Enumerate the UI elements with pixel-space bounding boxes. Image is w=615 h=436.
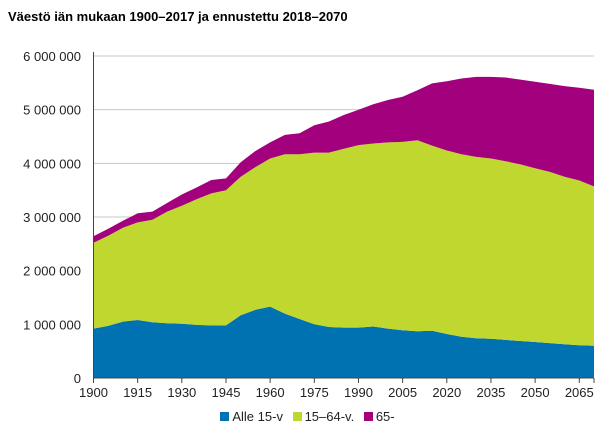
y-tick-label: 5 000 000 (23, 103, 81, 118)
x-tick-label: 1930 (167, 385, 196, 400)
x-tick-label: 2065 (565, 385, 594, 400)
legend-label: Alle 15-v (232, 409, 283, 424)
x-tick-label: 1975 (300, 385, 329, 400)
x-tick-label: 1915 (123, 385, 152, 400)
legend-swatch (220, 412, 230, 421)
chart-title: Väestö iän mukaan 1900–2017 ja ennustett… (8, 9, 348, 24)
x-tick-label: 2050 (521, 385, 550, 400)
x-tick-label: 1960 (256, 385, 285, 400)
x-tick-label: 1945 (212, 385, 241, 400)
y-tick-label: 1 000 000 (23, 317, 81, 332)
area-series-0 (93, 306, 594, 378)
x-tick-label: 2020 (432, 385, 461, 400)
legend-item-65-plus: 65- (363, 409, 395, 424)
legend-item-15-64: 15–64-v. (292, 409, 355, 424)
y-tick-label: 0 (74, 371, 81, 386)
x-tick-label: 1990 (344, 385, 373, 400)
x-tick-label: 2005 (388, 385, 417, 400)
y-tick-label: 4 000 000 (23, 156, 81, 171)
legend: Alle 15-v 15–64-v. 65- (0, 409, 615, 424)
legend-label: 65- (375, 409, 395, 424)
x-tick-label: 1900 (79, 385, 108, 400)
legend-label: 15–64-v. (304, 409, 355, 424)
area-series-2 (93, 76, 594, 243)
legend-swatch (363, 412, 373, 421)
legend-swatch (292, 412, 302, 421)
x-tick-label: 2035 (476, 385, 505, 400)
y-tick-label: 6 000 000 (23, 49, 81, 64)
y-tick-label: 2 000 000 (23, 264, 81, 279)
area-series-1 (93, 140, 594, 346)
y-tick-label: 3 000 000 (23, 210, 81, 225)
legend-item-alle-15: Alle 15-v (220, 409, 283, 424)
